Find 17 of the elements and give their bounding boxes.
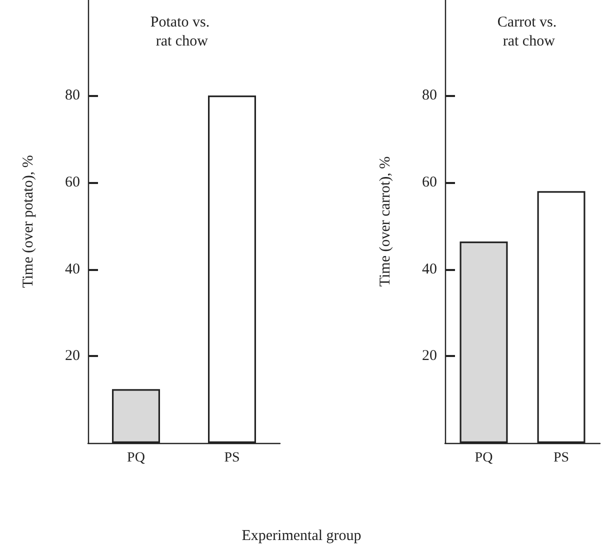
x-axis-title: Experimental group	[240, 528, 362, 545]
text: Potato vs. rat chow	[150, 14, 210, 50]
y-tick-label: 20	[422, 348, 437, 364]
y-axis-title: Time (over carrot), %	[378, 156, 394, 287]
x-tick-label: PQ	[474, 450, 493, 466]
y-axis-title: Time (over potato), %	[20, 155, 36, 288]
y-tick-label: 20	[65, 348, 80, 364]
x-tick-label: PQ	[127, 450, 145, 466]
y-tick-label: 60	[65, 174, 80, 190]
y-tick-label: 80	[422, 88, 437, 104]
y-tick-label: 40	[65, 261, 80, 278]
x-tick-label: PS	[553, 450, 570, 466]
y-tick-label: 60	[422, 174, 437, 190]
text: Carrot vs. rat chow	[497, 14, 557, 50]
y-tick-label: 80	[65, 88, 80, 104]
y-tick-label: 40	[422, 261, 437, 278]
x-tick-label: PS	[224, 450, 240, 466]
